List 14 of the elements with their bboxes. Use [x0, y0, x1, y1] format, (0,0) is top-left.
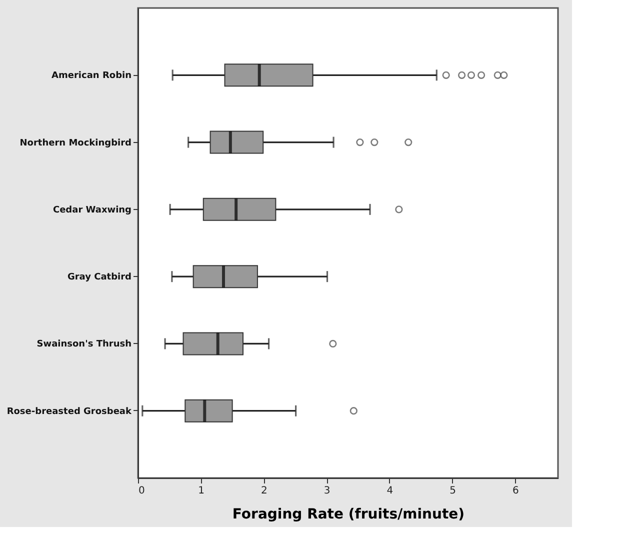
- x-tick-label: 1: [198, 486, 205, 496]
- y-tick-label: American Robin: [52, 71, 132, 82]
- y-tick-label: Cedar Waxwing: [52, 205, 132, 216]
- x-tick-label: 5: [450, 486, 456, 496]
- y-tick-label: Gray Catbird: [67, 272, 132, 283]
- x-axis-title: Foraging Rate (fruits/minute): [232, 506, 465, 522]
- y-tick-label: Swainson's Thrush: [36, 340, 132, 350]
- x-tick-label: 3: [324, 486, 330, 496]
- y-tick-label: Rose-breasted Grosbeak: [6, 406, 133, 417]
- x-tick-label: 2: [261, 486, 268, 496]
- x-tick-label: 4: [386, 486, 394, 496]
- x-tick-label: 0: [138, 486, 145, 496]
- y-tick-label: Northern Mockingbird: [20, 138, 132, 148]
- x-tick-label: 6: [512, 486, 519, 496]
